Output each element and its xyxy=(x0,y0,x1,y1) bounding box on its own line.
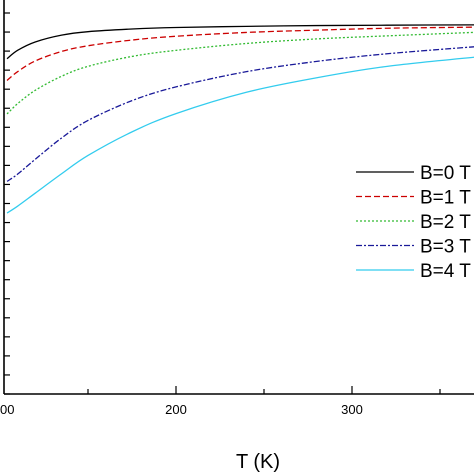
legend-label-2: B=2 T xyxy=(420,212,471,233)
x-tick-labels: 00 200 300 xyxy=(0,402,363,417)
legend: B=0 T B=1 T B=2 T B=3 T B=4 T xyxy=(350,157,474,282)
plot-frame xyxy=(3,0,474,395)
x-tick-label: 200 xyxy=(165,402,187,417)
x-ticks xyxy=(87,386,441,394)
series-line-3 xyxy=(6,46,474,182)
y-ticks xyxy=(4,12,10,395)
series-line-2 xyxy=(6,31,474,115)
legend-label-3: B=3 T xyxy=(420,237,471,258)
series-line-4 xyxy=(6,56,474,214)
legend-label-0: B=0 T xyxy=(420,163,471,184)
series-line-1 xyxy=(6,26,474,81)
x-tick-label: 00 xyxy=(0,402,14,417)
legend-label-4: B=4 T xyxy=(420,261,471,282)
series-lines xyxy=(6,24,474,214)
legend-background xyxy=(350,157,474,277)
x-axis-label: T (K) xyxy=(236,451,280,473)
x-tick-label: 300 xyxy=(341,402,363,417)
legend-label-1: B=1 T xyxy=(420,188,471,209)
series-line-0 xyxy=(6,24,474,60)
